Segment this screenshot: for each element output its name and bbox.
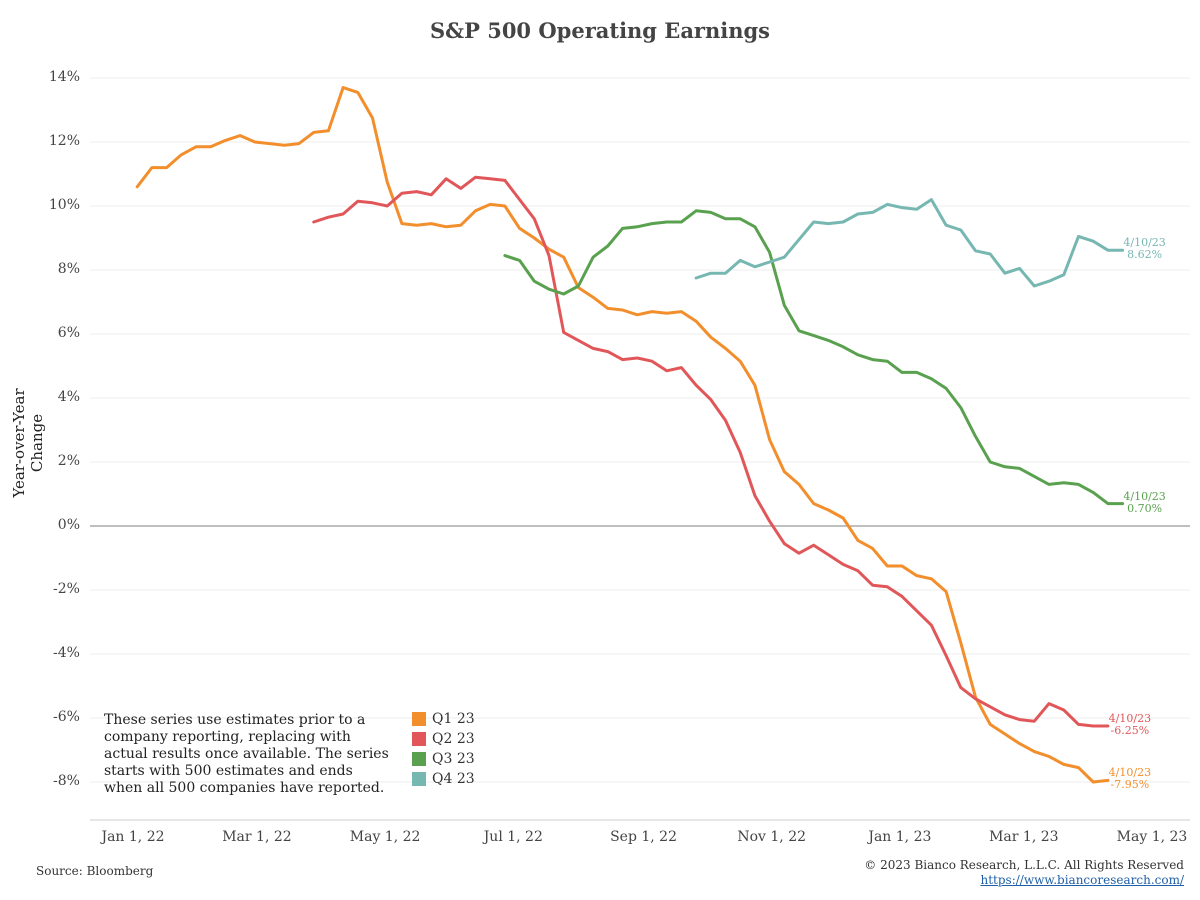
end-label-date: 4/10/23 bbox=[1108, 766, 1152, 780]
legend-label-q1: Q1 23 bbox=[432, 711, 475, 727]
end-label-q3-23: 4/10/23 0.70% bbox=[1115, 489, 1175, 515]
chart-title: S&P 500 Operating Earnings bbox=[429, 18, 771, 43]
copyright: © 2023 Bianco Research, L.L.C. All Right… bbox=[864, 858, 1184, 872]
chart-annotation: These series use estimates prior to a co… bbox=[104, 712, 389, 796]
gridlines bbox=[90, 77, 1190, 783]
y-tick-label: -2% bbox=[53, 581, 80, 597]
end-label-value: -6.25% bbox=[1110, 724, 1150, 737]
legend-label-q2: Q2 23 bbox=[432, 731, 475, 747]
legend-label-q4: Q4 23 bbox=[432, 771, 475, 787]
legend-swatch-q3 bbox=[412, 752, 426, 766]
x-tick-label: Nov 1, 22 bbox=[737, 829, 807, 845]
y-tick-label: 6% bbox=[57, 325, 80, 341]
y-tick-label: 8% bbox=[57, 261, 80, 277]
x-tick-label: Mar 1, 22 bbox=[222, 829, 292, 845]
x-tick-label: May 1, 22 bbox=[349, 829, 421, 845]
y-tick-label: -4% bbox=[53, 645, 80, 661]
end-label-value: -7.95% bbox=[1110, 778, 1150, 792]
series-line-q2-23 bbox=[312, 175, 1110, 728]
y-tick-label: 4% bbox=[57, 389, 80, 405]
x-tick-label: Mar 1, 23 bbox=[989, 829, 1059, 845]
end-label-q2-23: 4/10/23 -6.25% bbox=[1100, 713, 1160, 737]
y-tick-label: 12% bbox=[48, 133, 80, 149]
legend-swatch-q1 bbox=[412, 712, 426, 726]
legend-item-q2: Q2 23 bbox=[412, 729, 475, 749]
x-tick-label: Sep 1, 22 bbox=[610, 829, 677, 845]
y-tick-label: 2% bbox=[57, 453, 80, 469]
end-label-date: 4/10/23 bbox=[1123, 236, 1166, 250]
y-tick-label: 0% bbox=[57, 517, 80, 533]
series-line-q3-23 bbox=[503, 209, 1125, 506]
series-line-q1-23 bbox=[135, 86, 1110, 784]
legend-item-q4: Q4 23 bbox=[412, 769, 475, 789]
end-label-date: 4/10/23 bbox=[1108, 712, 1152, 725]
end-label-date: 4/10/23 bbox=[1123, 489, 1166, 503]
x-tick-label: Jan 1, 23 bbox=[868, 829, 932, 845]
x-tick-label: May 1, 23 bbox=[1116, 829, 1188, 845]
legend: Q1 23 Q2 23 Q3 23 Q4 23 bbox=[412, 709, 475, 789]
legend-item-q1: Q1 23 bbox=[412, 709, 475, 729]
legend-item-q3: Q3 23 bbox=[412, 749, 475, 769]
y-tick-label: 10% bbox=[48, 197, 80, 213]
end-label-value: 0.70% bbox=[1127, 501, 1163, 515]
end-label-q1-23: 4/10/23 -7.95% bbox=[1100, 767, 1160, 791]
source-note: Source: Bloomberg bbox=[36, 864, 154, 878]
y-tick-label: -6% bbox=[53, 709, 80, 725]
series-lines bbox=[135, 86, 1125, 784]
website-link[interactable]: https://www.biancoresearch.com/ bbox=[980, 873, 1184, 887]
series-line-q4-23 bbox=[694, 198, 1125, 288]
legend-swatch-q2 bbox=[412, 732, 426, 746]
end-label-value: 8.62% bbox=[1127, 248, 1163, 262]
y-tick-label: 14% bbox=[48, 69, 80, 85]
legend-swatch-q4 bbox=[412, 772, 426, 786]
x-tick-label: Jan 1, 22 bbox=[101, 829, 165, 845]
legend-label-q3: Q3 23 bbox=[432, 751, 475, 767]
y-tick-label: -8% bbox=[53, 773, 80, 789]
x-tick-label: Jul 1, 22 bbox=[483, 829, 543, 845]
end-label-q4-23: 4/10/23 8.62% bbox=[1115, 237, 1175, 261]
